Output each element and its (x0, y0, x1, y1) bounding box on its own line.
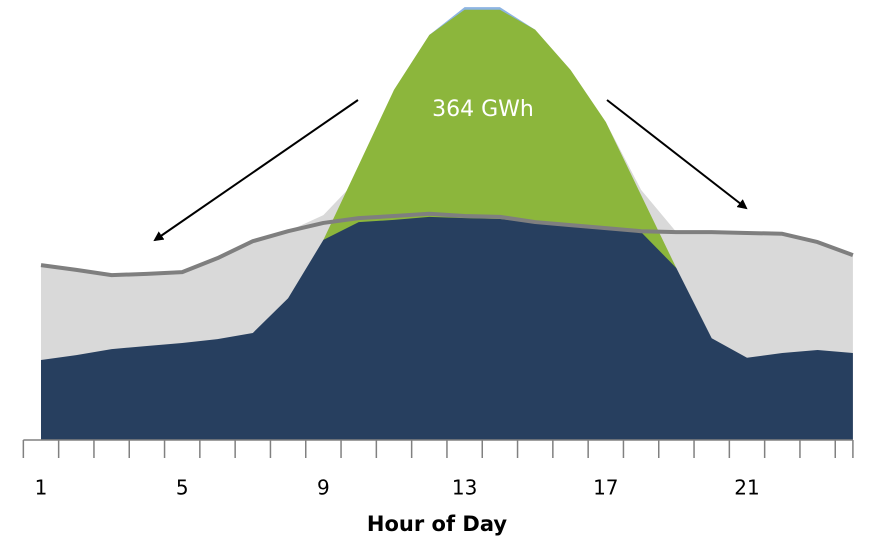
arrow (153, 99, 359, 242)
x-tick-label: 5 (176, 476, 189, 500)
x-tick-label: 13 (452, 476, 477, 500)
x-tick-label: 17 (593, 476, 618, 500)
arrow (606, 99, 748, 210)
x-tick-label: 21 (734, 476, 759, 500)
annotation: 364 GWh (432, 97, 534, 122)
x-axis-title: Hour of Day (367, 512, 507, 536)
plot-area (40, 7, 854, 441)
series-area (41, 216, 853, 440)
series-line (40, 211, 854, 278)
x-tick-label: 1 (35, 476, 48, 500)
x-tick-label: 9 (317, 476, 330, 500)
